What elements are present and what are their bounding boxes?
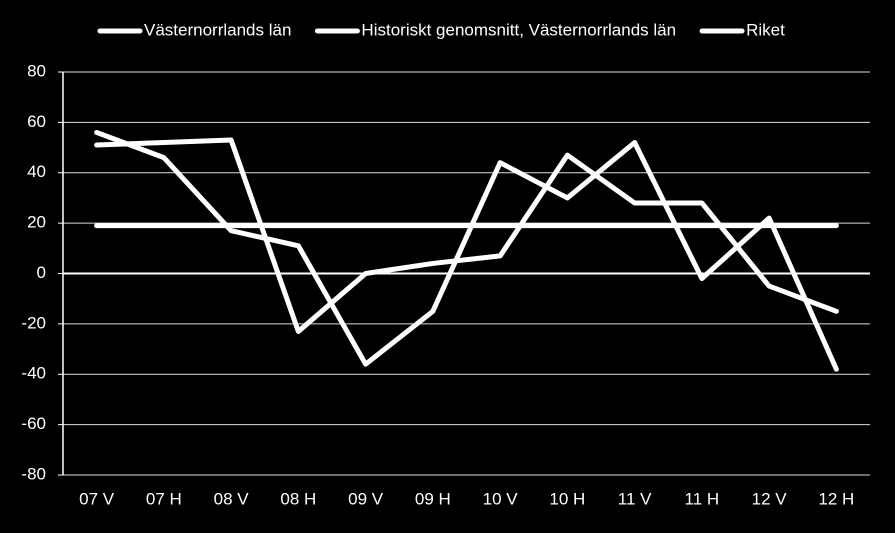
x-tick-label: 10 H — [549, 489, 585, 508]
x-tick-label: 07 H — [146, 489, 182, 508]
legend-label: Historiskt genomsnitt, Västernorrlands l… — [361, 20, 676, 39]
x-tick-label: 07 V — [79, 489, 115, 508]
y-tick-label: 80 — [27, 61, 46, 80]
series-line — [94, 129, 839, 372]
x-tick-label: 09 V — [348, 489, 384, 508]
y-tick-label: -40 — [21, 364, 46, 383]
x-tick-label: 12 V — [752, 489, 788, 508]
x-tick-label: 09 H — [415, 489, 451, 508]
y-tick-label: -80 — [21, 464, 46, 483]
x-tick-label: 11 V — [618, 489, 652, 508]
y-tick-label: 40 — [27, 162, 46, 181]
legend-label: Riket — [746, 20, 785, 39]
x-tick-label: 12 H — [818, 489, 854, 508]
series-line — [94, 137, 839, 334]
legend-label: Västernorrlands län — [144, 20, 291, 39]
x-tick-label: 08 V — [214, 489, 250, 508]
y-tick-label: -20 — [21, 313, 46, 332]
y-tick-label: 0 — [37, 263, 46, 282]
x-tick-label: 10 V — [483, 489, 519, 508]
y-tick-label: 60 — [27, 112, 46, 131]
x-tick-label: 11 H — [685, 489, 720, 508]
y-tick-label: -60 — [21, 414, 46, 433]
x-tick-label: 08 H — [280, 489, 316, 508]
y-tick-label: 20 — [27, 213, 46, 232]
